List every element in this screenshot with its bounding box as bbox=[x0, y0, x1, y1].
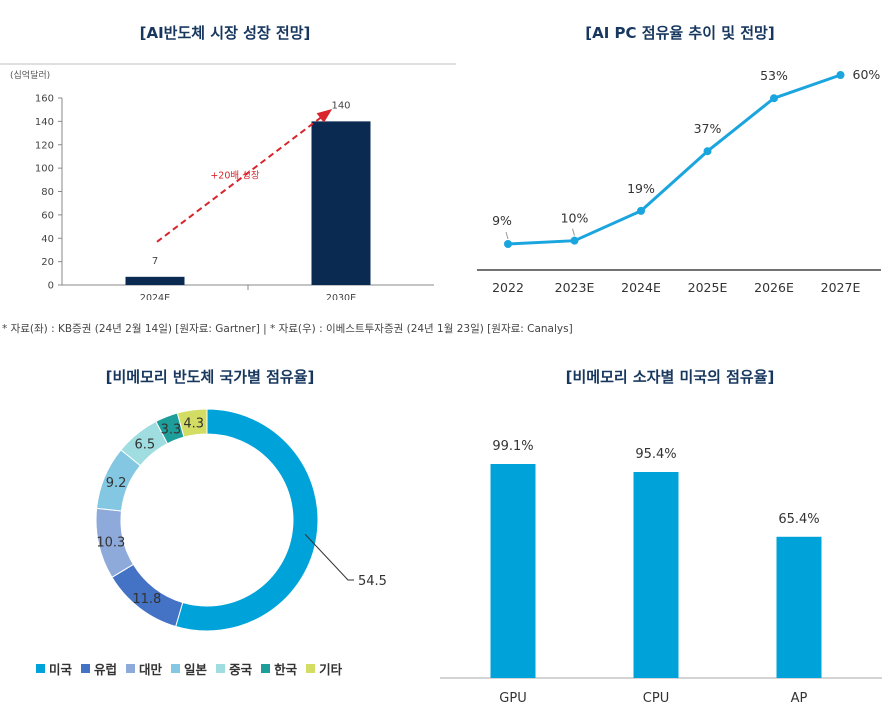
chart3-data-label: 9.2 bbox=[106, 476, 127, 491]
chart1-bar bbox=[125, 276, 185, 285]
chart2-x-tick-label: 2022 bbox=[492, 280, 524, 295]
chart2-point bbox=[770, 94, 778, 103]
chart2-label-leader bbox=[572, 228, 575, 236]
chart2-label-leader bbox=[505, 231, 509, 240]
chart2-data-label: 60% bbox=[853, 67, 881, 82]
chart2-point bbox=[637, 206, 645, 215]
chart3-svg: 54.5 11.8 10.3 9.2 6.5 3.3 4.3 bbox=[95, 408, 387, 632]
chart2-point bbox=[504, 240, 512, 248]
chart4-x-tick-label: AP bbox=[791, 691, 808, 706]
chart3-legend: 미국 유럽 대만 일본 중국 한국 기타 bbox=[36, 659, 342, 678]
chart3-legend-swatch bbox=[306, 664, 316, 673]
chart2-x-tick-label: 2025E bbox=[688, 280, 728, 295]
chart3-data-label: 54.5 bbox=[358, 574, 387, 589]
chart1-y-tick-label: 80 bbox=[41, 187, 54, 198]
chart3-data-label: 10.3 bbox=[96, 535, 125, 550]
chart3-legend-item: 한국 bbox=[261, 659, 297, 678]
chart3-legend-label: 유럽 bbox=[94, 662, 118, 677]
chart3-legend-label: 일본 bbox=[184, 662, 208, 677]
chart1-y-tick-label: 0 bbox=[48, 281, 54, 292]
chart4-title: [비메모리 소자별 미국의 점유율] bbox=[565, 368, 775, 386]
chart1-y-tick-label: 60 bbox=[41, 210, 54, 221]
chart3-legend-item: 일본 bbox=[171, 659, 207, 678]
chart1-y-tick-label: 20 bbox=[41, 257, 54, 268]
chart4-data-label: 65.4% bbox=[778, 512, 819, 527]
chart4-x-tick-label: GPU bbox=[499, 691, 526, 706]
chart3-data-label: 11.8 bbox=[132, 592, 161, 607]
chart1-x-tick-label: 2030E bbox=[326, 293, 356, 300]
chart2-series-line bbox=[507, 73, 841, 246]
chart4-data-label: 99.1% bbox=[492, 439, 533, 454]
chart3-legend-label: 기타 bbox=[319, 662, 343, 677]
chart2-title: [AI PC 점유율 추이 및 전망] bbox=[585, 24, 775, 42]
chart2-x-tick-label: 2026E bbox=[754, 280, 794, 295]
chart1-y-tick-label: 160 bbox=[35, 94, 54, 105]
chart1-growth-arrowhead bbox=[316, 108, 333, 123]
chart3-legend-swatch bbox=[171, 664, 181, 673]
chart3-legend-swatch bbox=[81, 664, 91, 673]
chart3-data-label: 4.3 bbox=[183, 416, 204, 431]
chart2-data-label: 53% bbox=[760, 68, 788, 83]
chart1-bar bbox=[311, 121, 371, 285]
source-note: * 자료(좌) : KB증권 (24년 2월 14일) [원자료: Gartne… bbox=[2, 323, 573, 335]
chart1-growth-arrow bbox=[156, 110, 330, 243]
chart1-y-tick-label: 140 bbox=[35, 117, 54, 128]
chart2-data-label: 10% bbox=[561, 211, 589, 226]
chart2-data-label: 9% bbox=[492, 213, 512, 228]
chart4-bar bbox=[490, 464, 536, 678]
chart3-legend-item: 기타 bbox=[306, 659, 342, 678]
chart2-x-tick-label: 2027E bbox=[821, 280, 861, 295]
chart3-legend-label: 대만 bbox=[139, 662, 163, 677]
chart3-legend-swatch bbox=[216, 664, 226, 673]
chart2-data-label: 19% bbox=[627, 181, 655, 196]
chart1-unit-label: (십억달러) bbox=[10, 69, 50, 81]
chart4-bar bbox=[633, 471, 679, 678]
chart3-slice bbox=[176, 408, 208, 438]
chart3-legend-item: 중국 bbox=[216, 659, 252, 678]
chart2-point bbox=[570, 236, 579, 245]
chart2-point bbox=[703, 147, 712, 156]
chart3-legend-swatch bbox=[261, 664, 271, 673]
chart3-legend-label: 한국 bbox=[274, 662, 298, 677]
chart4-x-tick-label: CPU bbox=[643, 691, 669, 706]
chart1-x-tick-label: 2024E bbox=[140, 293, 170, 300]
chart4-bar bbox=[776, 536, 822, 678]
chart3-legend-item: 유럽 bbox=[81, 659, 117, 678]
chart2-data-label: 37% bbox=[694, 121, 722, 136]
chart3-legend-item: 대만 bbox=[126, 659, 162, 678]
chart2-point bbox=[836, 71, 845, 79]
chart1-annotation: +20배 성장 bbox=[210, 171, 260, 182]
chart1-y-tick-label: 100 bbox=[35, 164, 54, 175]
chart3-legend-label: 미국 bbox=[49, 662, 73, 677]
chart3-title: [비메모리 반도체 국가별 점유율] bbox=[105, 368, 315, 386]
chart2-svg: 2022 9% 2023E 10% 2024E 19% 2025E 37% 2026E 53% 20… bbox=[477, 67, 881, 295]
chart2-x-tick-label: 2023E bbox=[555, 280, 595, 295]
chart3-legend-swatch bbox=[36, 664, 45, 673]
chart1-data-label: 7 bbox=[152, 256, 158, 267]
chart4-svg: 99.1% GPU 95.4% CPU 65.4% AP bbox=[440, 439, 882, 706]
chart3-slice bbox=[175, 408, 319, 632]
chart3-legend-swatch bbox=[126, 664, 136, 673]
chart3-legend-label: 중국 bbox=[229, 662, 253, 677]
chart4-data-label: 95.4% bbox=[635, 447, 676, 462]
chart3-legend-item: 미국 bbox=[36, 659, 72, 678]
chart2-x-tick-label: 2024E bbox=[621, 280, 661, 295]
chart3-data-label: 6.5 bbox=[135, 438, 156, 453]
chart3-data-label: 3.3 bbox=[161, 422, 182, 437]
chart1-y-tick-label: 120 bbox=[35, 140, 54, 151]
chart1-svg: (십억달러) 0 20 40 60 80 100 120 140 160 7 2024E 140 2030… bbox=[0, 63, 456, 300]
chart1-title: [AI반도체 시장 성장 전망] bbox=[139, 24, 311, 42]
chart1-y-tick-label: 40 bbox=[41, 234, 54, 245]
chart3-leader-line bbox=[304, 533, 354, 581]
chart1-data-label: 140 bbox=[331, 100, 350, 111]
